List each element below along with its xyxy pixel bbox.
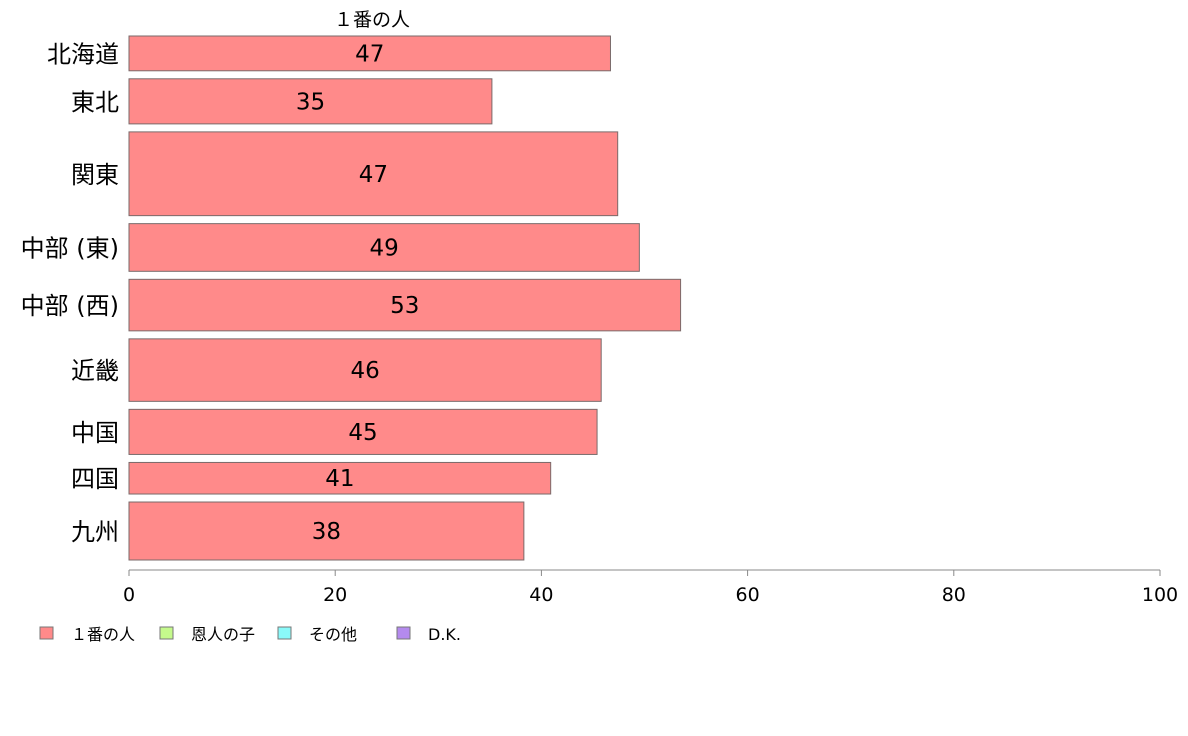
bar (128, 78, 493, 125)
bar (128, 408, 598, 455)
bar-value-label: 45 (348, 420, 377, 446)
bar-value-label: 41 (325, 466, 354, 492)
bar-value-label: 35 (296, 89, 325, 115)
bar-value-label: 47 (355, 41, 384, 67)
x-tick-label: 100 (1142, 584, 1178, 606)
bar-value-label: 53 (390, 293, 419, 319)
x-tick-label: 40 (529, 584, 553, 606)
legend-label: D.K. (428, 625, 461, 644)
bar-value-label: 49 (370, 235, 399, 261)
x-tick-label: 80 (942, 584, 966, 606)
legend-label: １番の人 (71, 625, 135, 644)
bar (128, 461, 552, 495)
bar-value-label: 46 (350, 358, 379, 384)
category-label: 中国 (71, 419, 119, 447)
category-label: 北海道 (47, 40, 119, 68)
legend-swatch (277, 626, 292, 640)
category-label: 中部 (西) (21, 292, 119, 320)
bar-value-label: 47 (359, 162, 388, 188)
bar (128, 223, 640, 272)
x-axis: 0 20 40 60 80 100 (123, 569, 1178, 606)
bar (128, 501, 525, 561)
legend-swatch (396, 626, 411, 640)
bar (128, 278, 682, 332)
x-tick-label: 0 (123, 584, 135, 606)
legend-label: その他 (309, 625, 357, 644)
category-label: 四国 (71, 465, 119, 493)
legend: １番の人 恩人の子 その他 D.K. (39, 625, 461, 644)
bar-value-label: 38 (312, 519, 341, 545)
bar (128, 35, 611, 72)
bar (128, 338, 602, 402)
x-tick-label: 60 (736, 584, 760, 606)
legend-swatch (39, 626, 54, 640)
series-title: １番の人 (334, 9, 410, 31)
category-label: 東北 (71, 88, 119, 116)
bar-group: 47 北海道 35 東北 47 関東 49 中部 (東) 53 中部 (西) 46 近畿 45 中国 41 四… (21, 35, 682, 561)
x-tick-label: 20 (323, 584, 347, 606)
legend-label: 恩人の子 (191, 625, 255, 644)
category-label: 中部 (東) (21, 234, 119, 262)
category-label: 九州 (71, 518, 119, 546)
legend-swatch (159, 626, 174, 640)
bar (128, 131, 619, 217)
category-label: 関東 (71, 161, 119, 189)
category-label: 近畿 (71, 357, 119, 385)
